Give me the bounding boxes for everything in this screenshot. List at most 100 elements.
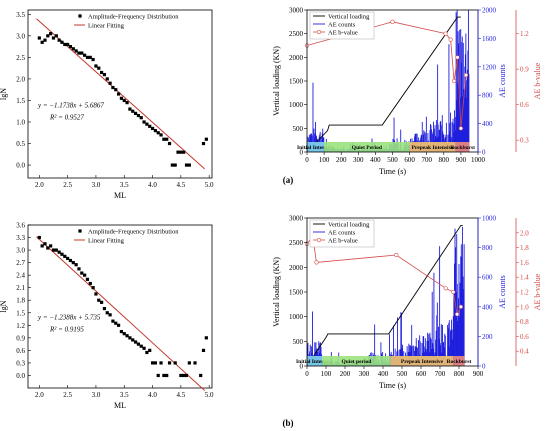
data-point [179, 373, 183, 378]
x-tick-label: 4.0 [148, 391, 157, 399]
data-point [46, 246, 50, 250]
y-tick-label: 2.7 [16, 259, 25, 267]
phase-band [453, 356, 465, 366]
data-point [182, 373, 186, 378]
y-tick-label: 2.5 [16, 54, 25, 62]
x-tick-label: 400 [370, 156, 381, 164]
data-point [49, 32, 53, 36]
x-tick-label: 300 [359, 370, 370, 378]
x-tick-label: 500 [387, 156, 398, 164]
b-value-point [394, 252, 399, 258]
y3-tick-label: 1.8 [520, 244, 529, 252]
legend-label: AE b-value [328, 30, 358, 37]
phase-label: Quiet Period [352, 145, 382, 151]
y-tick-label: 0.0 [16, 162, 25, 170]
data-point [97, 66, 101, 70]
data-point [159, 133, 163, 137]
y-axis-label: lgN [0, 300, 8, 312]
b-value-point [458, 304, 464, 309]
data-point [46, 34, 50, 38]
data-point [122, 332, 126, 336]
y-tick-label: 3.0 [16, 32, 25, 40]
data-point [60, 252, 64, 256]
data-point [167, 141, 172, 146]
x-tick-label: 3.5 [120, 181, 129, 189]
legend-label: Linear Fitting [88, 23, 125, 30]
data-point [199, 373, 203, 378]
y2-tick-label: 0 [482, 363, 486, 371]
data-point [74, 263, 78, 267]
data-point [114, 88, 118, 92]
y2-axis-label: AE counts [498, 64, 507, 98]
data-point [150, 126, 155, 131]
y3-axis-label: AE b-value [533, 273, 542, 310]
data-point [187, 163, 191, 167]
x-tick-label: 700 [421, 156, 432, 164]
x-tick-label: 600 [416, 370, 427, 378]
data-point [179, 150, 183, 154]
x-tick-label: 200 [336, 156, 347, 164]
y-tick-label: 2500 [289, 30, 304, 38]
x-tick-label: 700 [435, 370, 446, 378]
x-axis-label: Time (s) [379, 381, 406, 390]
x-tick-label: 5.0 [205, 391, 214, 399]
y-tick-label: 1.8 [16, 297, 25, 305]
data-point [91, 57, 95, 62]
data-point [105, 77, 109, 81]
data-point [204, 336, 208, 340]
plot-frame [27, 9, 213, 179]
data-point [97, 298, 101, 302]
y3-tick-label: 0.8 [520, 318, 529, 326]
y-tick-label: 2.1 [16, 284, 25, 292]
y3-tick-label: 1.6 [520, 259, 529, 267]
data-point [153, 361, 157, 365]
phase-band [390, 356, 454, 366]
data-point [162, 137, 166, 141]
data-point [88, 55, 92, 59]
x-tick-label: 800 [439, 156, 450, 164]
data-point [165, 373, 169, 378]
x-tick-label: 400 [378, 370, 389, 378]
data-point [184, 373, 189, 378]
data-point [116, 92, 121, 96]
data-point [136, 342, 140, 346]
plot-frame [27, 224, 213, 389]
legend-label: Amplitude-Frequency Distribution [88, 229, 179, 236]
b-value-line [306, 235, 462, 316]
y-tick-label: 1500 [289, 78, 304, 86]
data-point [88, 281, 92, 286]
y-tick-label: 2000 [289, 264, 304, 272]
phase-band [322, 356, 391, 366]
data-point [111, 85, 115, 90]
data-point [148, 124, 152, 128]
legend-label: AE counts [328, 22, 356, 29]
x-tick-label: 900 [456, 156, 467, 164]
y2-tick-label: 600 [482, 274, 493, 282]
y2-tick-label: 1600 [482, 35, 497, 43]
data-point [139, 344, 143, 348]
y-tick-label: 0 [300, 149, 304, 157]
data-point [51, 36, 56, 40]
x-axis-label: Time (s) [379, 167, 406, 176]
data-point [71, 47, 75, 51]
y3-tick-label: 0.6 [520, 101, 529, 109]
data-point [159, 361, 163, 365]
y-tick-label: 3.5 [16, 11, 25, 19]
data-point [83, 273, 87, 277]
data-point [40, 40, 44, 44]
data-point [63, 42, 67, 47]
legend-label: Linear Fitting [88, 238, 125, 245]
data-point [153, 129, 157, 133]
data-point [100, 70, 104, 75]
legend-box [309, 11, 375, 40]
fit-line [36, 236, 205, 391]
y2-tick-label: 0 [482, 149, 486, 157]
data-point [108, 81, 112, 85]
data-point [85, 55, 90, 59]
x-axis-label: ML [114, 191, 126, 200]
y-tick-label: 0.9 [16, 334, 25, 342]
data-point [111, 319, 115, 323]
data-point [170, 163, 174, 167]
data-point [102, 306, 107, 311]
